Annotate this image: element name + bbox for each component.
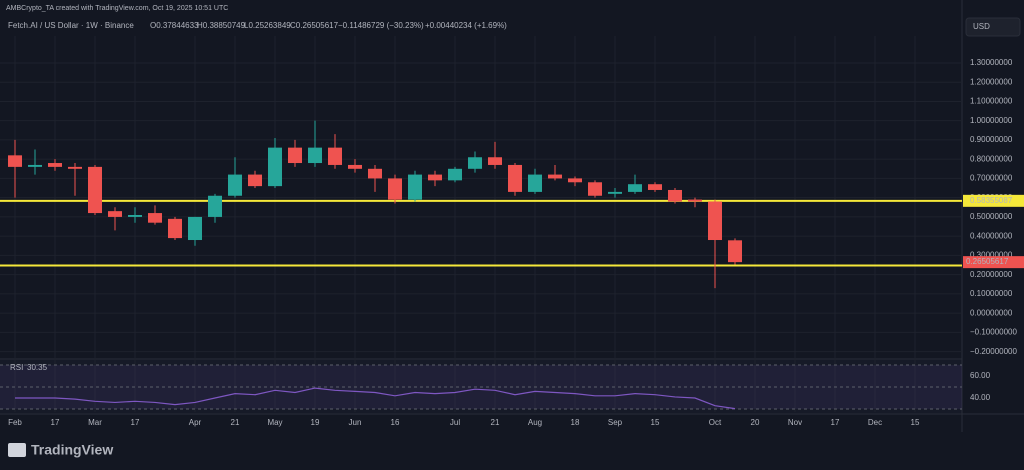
- y-tick-label: 1.10000000: [970, 97, 1013, 106]
- candle-body: [508, 164, 522, 192]
- x-tick-label: 19: [311, 418, 320, 427]
- y-tick-label: 0.90000000: [970, 135, 1013, 144]
- x-tick-label: 21: [231, 418, 240, 427]
- x-tick-label: 21: [491, 418, 500, 427]
- x-tick-label: Sep: [608, 418, 623, 427]
- volume-change: +0.00440234 (+1.69%): [425, 21, 507, 30]
- x-tick-label: 20: [751, 418, 760, 427]
- candle-body: [448, 168, 462, 181]
- candle-body: [308, 147, 322, 164]
- x-tick-label: Nov: [788, 418, 802, 427]
- x-tick-label: Mar: [88, 418, 102, 427]
- x-tick-label: 17: [51, 418, 60, 427]
- candle-body: [208, 195, 222, 217]
- x-tick-label: 18: [571, 418, 580, 427]
- brand-logo: [8, 443, 26, 457]
- rsi-value: 30.35: [27, 363, 48, 372]
- change: −0.11486729 (−30.23%): [338, 21, 424, 30]
- x-tick-label: Jul: [450, 418, 460, 427]
- candle-body: [188, 216, 202, 241]
- y-tick-label: 0.20000000: [970, 270, 1013, 279]
- credit: AMBCrypto_TA created with TradingView.co…: [6, 5, 228, 12]
- y-tick-label: 1.00000000: [970, 116, 1013, 125]
- x-tick-label: 15: [911, 418, 920, 427]
- candle-body: [648, 184, 662, 190]
- ohlc-legend: O0.37844633 H0.38850749 L0.25263849 C0.2…: [150, 21, 507, 30]
- candle-body: [28, 164, 42, 167]
- candle-body: [608, 191, 622, 194]
- y-tick-label: 0.00000000: [970, 308, 1013, 317]
- y-tick-label: −0.10000000: [970, 328, 1017, 337]
- y-tick-label: 0.80000000: [970, 154, 1013, 163]
- y-tick-label: 0.50000000: [970, 212, 1013, 221]
- candle-body: [688, 199, 702, 202]
- x-tick-label: Oct: [709, 418, 722, 427]
- candle-body: [128, 214, 142, 217]
- candle-body: [48, 163, 62, 167]
- rsi-tick-label: 40.00: [970, 393, 991, 402]
- candle-body: [428, 174, 442, 181]
- rsi-line: [15, 387, 736, 410]
- x-tick-label: 17: [831, 418, 840, 427]
- candle-body: [88, 166, 102, 214]
- candle-body: [288, 147, 302, 164]
- candle-body: [628, 184, 642, 192]
- candle-body: [728, 240, 742, 263]
- y-tick-label: 0.70000000: [970, 174, 1013, 183]
- candle-body: [328, 147, 342, 165]
- x-tick-label: May: [267, 418, 282, 427]
- y-tick-label: 0.10000000: [970, 289, 1013, 298]
- y-tick-label: −0.20000000: [970, 347, 1017, 356]
- candle-body: [68, 166, 82, 169]
- rsi-tick-label: 60.00: [970, 371, 991, 380]
- candle-body: [348, 164, 362, 169]
- candle-body: [248, 174, 262, 187]
- candle-body: [488, 157, 502, 165]
- brand: TradingView: [8, 442, 113, 458]
- ohlc-low: L0.25263849: [244, 21, 291, 30]
- currency[interactable]: USD: [973, 22, 990, 31]
- candle-body: [368, 168, 382, 179]
- y-tick-label: 1.30000000: [970, 58, 1013, 67]
- x-tick-label: Apr: [189, 418, 202, 427]
- level-tag: [963, 194, 1024, 207]
- candle-body: [708, 201, 722, 241]
- x-tick-label: 16: [391, 418, 400, 427]
- rsi-title: RSI: [10, 363, 23, 372]
- last-price-tag: [963, 256, 1024, 269]
- y-tick-label: 0.30000000: [970, 251, 1013, 260]
- candle-body: [588, 182, 602, 196]
- candle-body: [388, 178, 402, 200]
- brand-name: TradingView: [31, 442, 113, 458]
- x-tick-label: Feb: [8, 418, 22, 427]
- x-tick-label: Dec: [868, 418, 882, 427]
- y-tick-label: 1.20000000: [970, 77, 1013, 86]
- x-tick-label: Aug: [528, 418, 542, 427]
- ohlc-close: C0.26505617: [290, 21, 339, 30]
- candle-body: [568, 178, 582, 183]
- x-tick-label: 17: [131, 418, 140, 427]
- x-tick-label: Jun: [349, 418, 362, 427]
- last-price-label: 0.26505617: [966, 257, 1009, 266]
- x-tick-label: 15: [651, 418, 660, 427]
- candle-body: [468, 157, 482, 169]
- candle-body: [548, 174, 562, 179]
- candle-body: [8, 155, 22, 167]
- candle-body: [228, 174, 242, 196]
- candle-body: [668, 189, 682, 202]
- candle-body: [268, 147, 282, 187]
- level-label: 0.58355087: [970, 196, 1013, 205]
- y-tick-label: 0.40000000: [970, 231, 1013, 240]
- ohlc-high: H0.38850749: [197, 21, 246, 30]
- candle-body: [408, 174, 422, 200]
- candle-body: [148, 213, 162, 223]
- candle-body: [528, 174, 542, 192]
- candle-body: [168, 218, 182, 239]
- currency-button[interactable]: [965, 17, 1021, 37]
- symbol: Fetch.AI / US Dollar · 1W · Binance: [8, 21, 134, 30]
- candle-body: [108, 211, 122, 217]
- ohlc-open: O0.37844633: [150, 21, 199, 30]
